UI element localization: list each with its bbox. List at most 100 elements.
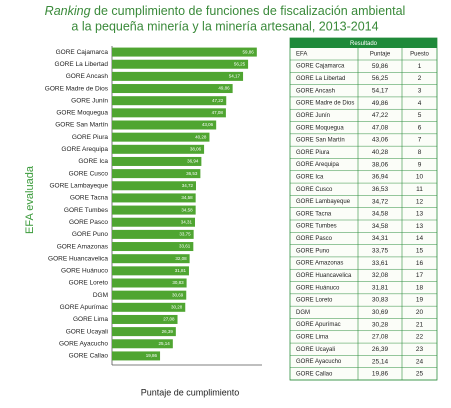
y-tick-label: GORE Ancash — [66, 73, 109, 80]
table-score: 33,61 — [372, 260, 389, 267]
table-body — [289, 37, 438, 381]
table-score: 31,81 — [372, 284, 389, 291]
table-rank: 12 — [416, 198, 424, 205]
table-efa: GORE Apurímac — [296, 322, 341, 328]
table-rank: 17 — [416, 272, 424, 279]
y-tick-label: GORE Piura — [72, 134, 109, 141]
bar — [112, 327, 176, 337]
table-rank: 9 — [418, 161, 422, 168]
bar — [112, 181, 196, 191]
table-efa: GORE Amazonas — [296, 261, 343, 267]
title-emphasis: Ranking — [45, 4, 91, 18]
value-label: 36,53 — [186, 171, 198, 176]
table-score: 30,69 — [372, 309, 389, 316]
y-tick-label: GORE Lima — [73, 316, 108, 323]
table-score: 34,58 — [372, 223, 389, 230]
y-tick-label: GORE La Libertad — [55, 61, 109, 68]
bar — [112, 266, 189, 276]
bar — [112, 144, 205, 154]
y-tick-label: GORE Tumbes — [64, 207, 109, 214]
table-title: Resultado — [350, 41, 378, 47]
table-efa: GORE Ucayali — [296, 347, 335, 353]
table-efa: GORE Huánuco — [296, 285, 340, 291]
value-label: 38,06 — [190, 146, 202, 151]
table-score: 36,94 — [372, 174, 389, 181]
title-text: de cumplimiento de funciones de fiscaliz… — [94, 4, 405, 18]
table-rank: 20 — [416, 309, 424, 316]
bar — [112, 229, 194, 239]
value-label: 33,61 — [179, 244, 191, 249]
table-efa: GORE Cajamarca — [296, 64, 345, 70]
value-label: 19,86 — [146, 353, 158, 358]
bar — [112, 71, 244, 81]
chart-title: a la pequeña minería y la minería artesa… — [71, 19, 378, 33]
table-header-band — [290, 38, 437, 48]
table-score: 36,53 — [372, 186, 389, 193]
y-tick-label: GORE Arequipa — [61, 146, 108, 153]
value-label: 47,08 — [212, 110, 224, 115]
table-rank: 22 — [416, 334, 424, 341]
table-rank: 7 — [418, 137, 422, 144]
table-efa: GORE Callao — [296, 371, 333, 377]
bar — [112, 96, 227, 106]
table-rank: 13 — [416, 223, 424, 230]
value-label: 34,72 — [182, 183, 194, 188]
bar — [112, 47, 257, 57]
value-label: 54,17 — [229, 74, 241, 79]
y-tick-label: GORE Moquegua — [56, 110, 108, 117]
table-score: 25,14 — [372, 358, 389, 365]
table-efa: GORE Arequipa — [296, 162, 340, 168]
value-label: 25,14 — [159, 341, 171, 346]
value-label: 26,39 — [162, 329, 174, 334]
table-efa: GORE Huancavelica — [296, 273, 352, 279]
results-table: Resultado EFA Puntaje Puesto GORE Cajamarca 5… — [289, 37, 438, 381]
table-score: 54,17 — [372, 87, 389, 94]
table-rank: 14 — [416, 235, 424, 242]
bar — [112, 84, 233, 94]
y-tick-label: GORE Tacna — [70, 195, 109, 202]
y-tick-label: GORE Apurímac — [60, 304, 109, 311]
y-tick-label: GORE Puno — [72, 231, 109, 238]
y-tick-label: GORE Ica — [78, 158, 108, 165]
table-efa: GORE Ica — [296, 175, 324, 181]
table-efa: GORE Puno — [296, 248, 330, 254]
table-rank: 11 — [416, 186, 423, 193]
table-score: 34,31 — [372, 235, 389, 242]
table-efa: GORE Tumbes — [296, 224, 337, 230]
table-rank: 2 — [418, 75, 422, 82]
table-rank: 23 — [416, 346, 424, 353]
y-tick-label: GORE Huánuco — [61, 268, 108, 275]
table-score: 33,75 — [372, 247, 389, 254]
table-score: 56,25 — [372, 75, 389, 82]
value-label: 40,28 — [195, 134, 207, 139]
table-rank: 4 — [418, 100, 422, 107]
table-efa: GORE Lambayeque — [296, 199, 351, 205]
table-rank: 5 — [418, 112, 422, 119]
table-efa: GORE Pasco — [296, 236, 333, 242]
value-label: 34,58 — [181, 207, 193, 212]
table-efa: GORE La Libertad — [296, 76, 345, 82]
column-header: EFA — [296, 52, 307, 58]
table-efa: GORE Tacna — [296, 211, 332, 217]
table-efa: GORE Ayacucho — [296, 359, 342, 365]
bar — [112, 302, 186, 312]
table-efa: GORE Piura — [296, 150, 330, 156]
table-rank: 13 — [416, 211, 424, 218]
x-axis-title: Puntaje de cumplimiento — [141, 387, 240, 397]
value-label: 30,69 — [172, 292, 184, 297]
table-score: 49,86 — [372, 100, 389, 107]
table-rank: 3 — [418, 87, 422, 94]
bar — [112, 217, 196, 227]
table-rank: 1 — [418, 63, 422, 70]
y-tick-label: GORE Ucayali — [66, 328, 108, 335]
table-rank: 24 — [416, 358, 424, 365]
table-efa: GORE Loreto — [296, 298, 333, 304]
table-efa: GORE Lima — [296, 335, 329, 341]
table-efa: GORE Madre de Dios — [296, 101, 354, 107]
value-label: 36,94 — [187, 159, 199, 164]
bar — [112, 278, 187, 288]
value-label: 32,08 — [175, 256, 187, 261]
value-label: 47,22 — [212, 98, 224, 103]
bar — [112, 120, 217, 130]
